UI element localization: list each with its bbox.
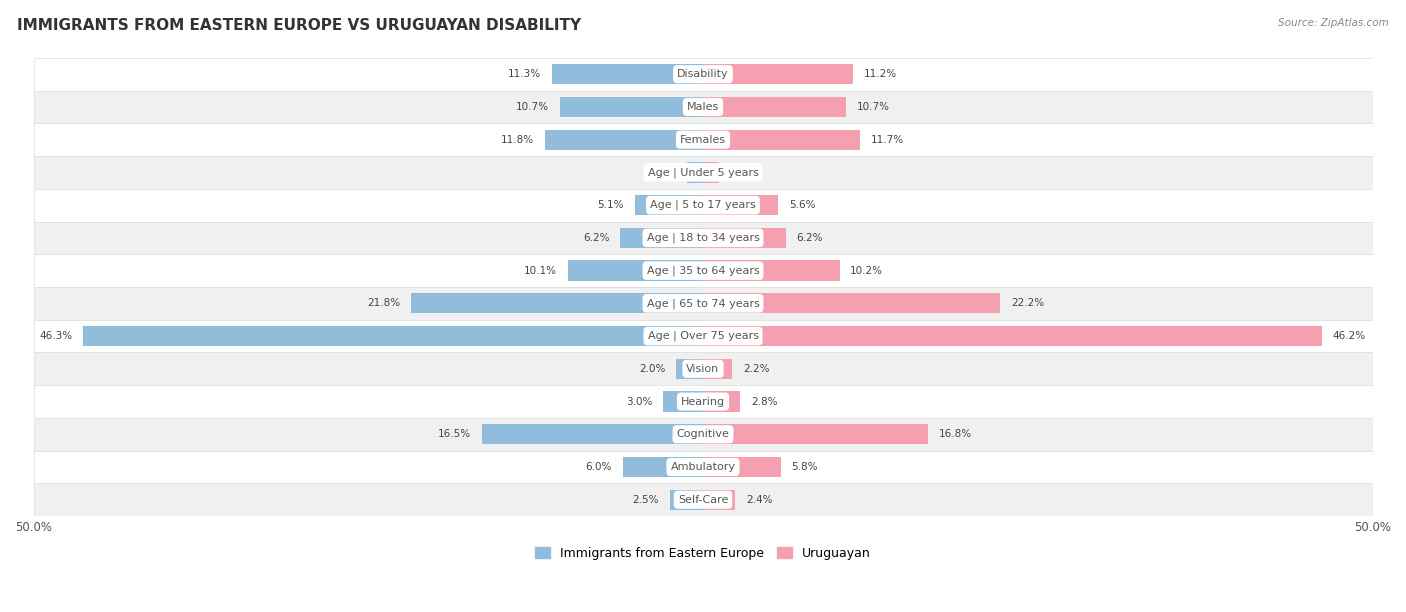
Bar (34, 123, 1372, 156)
Bar (703, 195, 778, 215)
Bar (703, 392, 741, 412)
Bar (703, 359, 733, 379)
Bar (482, 424, 703, 444)
Text: 11.7%: 11.7% (870, 135, 904, 144)
Text: Age | 18 to 34 years: Age | 18 to 34 years (647, 233, 759, 243)
Text: Age | 5 to 17 years: Age | 5 to 17 years (650, 200, 756, 211)
Bar (34, 188, 1372, 222)
Bar (703, 457, 780, 477)
Text: 1.2%: 1.2% (650, 168, 676, 177)
Bar (703, 261, 839, 281)
Text: 16.8%: 16.8% (939, 429, 972, 439)
Bar (551, 64, 703, 84)
Text: Age | 65 to 74 years: Age | 65 to 74 years (647, 298, 759, 308)
Text: 10.7%: 10.7% (516, 102, 548, 112)
Bar (34, 385, 1372, 418)
Bar (703, 97, 846, 117)
Bar (688, 162, 703, 182)
Bar (703, 424, 928, 444)
Text: 2.5%: 2.5% (633, 494, 659, 505)
Bar (703, 326, 1322, 346)
Text: 46.3%: 46.3% (39, 331, 72, 341)
Text: 2.0%: 2.0% (640, 364, 665, 374)
Text: Disability: Disability (678, 69, 728, 79)
Bar (703, 228, 786, 248)
Text: 5.8%: 5.8% (792, 462, 818, 472)
Text: 2.2%: 2.2% (744, 364, 769, 374)
Text: 21.8%: 21.8% (367, 298, 401, 308)
Bar (34, 418, 1372, 450)
Text: Cognitive: Cognitive (676, 429, 730, 439)
Text: 10.1%: 10.1% (524, 266, 557, 275)
Text: Females: Females (681, 135, 725, 144)
Text: Vision: Vision (686, 364, 720, 374)
Bar (560, 97, 703, 117)
Bar (620, 228, 703, 248)
Bar (34, 58, 1372, 91)
Text: Age | Under 5 years: Age | Under 5 years (648, 167, 758, 177)
Text: Ambulatory: Ambulatory (671, 462, 735, 472)
Text: Age | Over 75 years: Age | Over 75 years (648, 331, 758, 341)
Text: 5.6%: 5.6% (789, 200, 815, 210)
Bar (83, 326, 703, 346)
Text: 10.2%: 10.2% (851, 266, 883, 275)
Bar (703, 490, 735, 510)
Text: 6.2%: 6.2% (797, 233, 824, 243)
Legend: Immigrants from Eastern Europe, Uruguayan: Immigrants from Eastern Europe, Uruguaya… (530, 542, 876, 565)
Bar (34, 91, 1372, 123)
Text: 46.2%: 46.2% (1333, 331, 1365, 341)
Text: 1.2%: 1.2% (730, 168, 756, 177)
Text: 6.0%: 6.0% (585, 462, 612, 472)
Text: 22.2%: 22.2% (1011, 298, 1045, 308)
Bar (34, 254, 1372, 287)
Text: 11.8%: 11.8% (501, 135, 534, 144)
Bar (703, 130, 859, 150)
Bar (34, 222, 1372, 254)
Bar (34, 287, 1372, 319)
Bar (546, 130, 703, 150)
Text: 16.5%: 16.5% (439, 429, 471, 439)
Bar (703, 64, 853, 84)
Text: Hearing: Hearing (681, 397, 725, 406)
Bar (34, 156, 1372, 188)
Bar (34, 483, 1372, 516)
Text: 2.4%: 2.4% (745, 494, 772, 505)
Bar (34, 353, 1372, 385)
Bar (623, 457, 703, 477)
Bar (676, 359, 703, 379)
Text: IMMIGRANTS FROM EASTERN EUROPE VS URUGUAYAN DISABILITY: IMMIGRANTS FROM EASTERN EUROPE VS URUGUA… (17, 18, 581, 34)
Text: Self-Care: Self-Care (678, 494, 728, 505)
Bar (634, 195, 703, 215)
Text: 6.2%: 6.2% (582, 233, 609, 243)
Text: Source: ZipAtlas.com: Source: ZipAtlas.com (1278, 18, 1389, 28)
Bar (411, 293, 703, 313)
Bar (669, 490, 703, 510)
Text: Age | 35 to 64 years: Age | 35 to 64 years (647, 266, 759, 276)
Text: 5.1%: 5.1% (598, 200, 624, 210)
Text: 3.0%: 3.0% (626, 397, 652, 406)
Bar (34, 319, 1372, 353)
Text: 11.3%: 11.3% (508, 69, 541, 79)
Text: Males: Males (688, 102, 718, 112)
Bar (34, 450, 1372, 483)
Text: 10.7%: 10.7% (858, 102, 890, 112)
Bar (568, 261, 703, 281)
Bar (662, 392, 703, 412)
Text: 11.2%: 11.2% (863, 69, 897, 79)
Text: 2.8%: 2.8% (751, 397, 778, 406)
Bar (703, 293, 1000, 313)
Bar (703, 162, 718, 182)
